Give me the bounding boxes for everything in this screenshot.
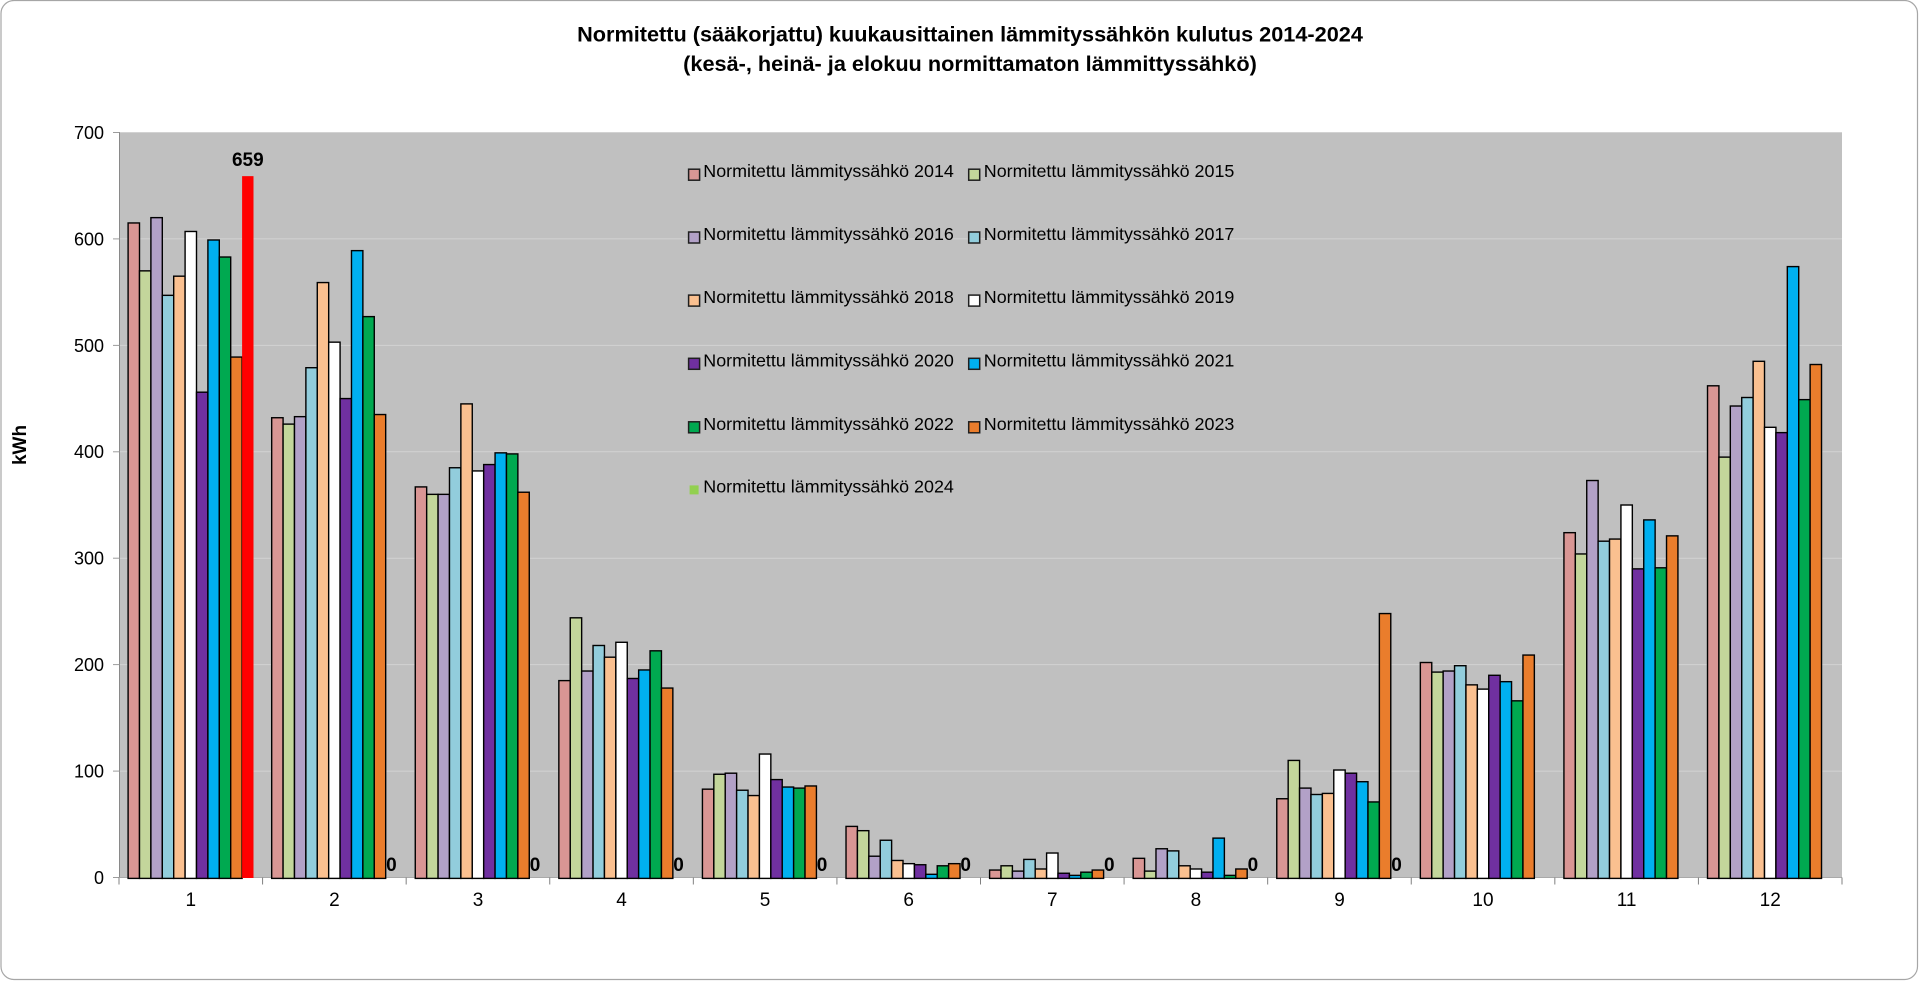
svg-text:12: 12	[1760, 890, 1781, 911]
svg-text:kWh: kWh	[10, 425, 31, 465]
svg-text:Normitettu lämmityssähkö 2020: Normitettu lämmityssähkö 2020	[703, 350, 954, 370]
svg-text:1: 1	[186, 890, 197, 911]
svg-text:Normitettu lämmityssähkö 2021: Normitettu lämmityssähkö 2021	[984, 350, 1235, 370]
svg-text:Normitettu lämmityssähkö 2016: Normitettu lämmityssähkö 2016	[703, 224, 954, 244]
svg-text:500: 500	[74, 336, 104, 356]
svg-text:6: 6	[903, 890, 914, 911]
svg-text:0: 0	[817, 855, 828, 876]
svg-text:4: 4	[616, 890, 627, 911]
svg-text:3: 3	[473, 890, 484, 911]
svg-text:Normitettu lämmityssähkö 2014: Normitettu lämmityssähkö 2014	[703, 161, 954, 181]
svg-text:Normitettu lämmityssähkö 2024: Normitettu lämmityssähkö 2024	[703, 476, 954, 496]
svg-text:5: 5	[760, 890, 771, 911]
svg-text:0: 0	[960, 855, 971, 876]
svg-text:0: 0	[1248, 855, 1259, 876]
svg-text:0: 0	[1391, 855, 1402, 876]
svg-text:Normitettu lämmityssähkö 2023: Normitettu lämmityssähkö 2023	[984, 414, 1235, 434]
svg-text:11: 11	[1617, 890, 1637, 911]
svg-text:9: 9	[1334, 890, 1345, 911]
svg-text:0: 0	[1104, 855, 1115, 876]
svg-text:2: 2	[329, 890, 340, 911]
svg-text:Normitettu lämmityssähkö 2017: Normitettu lämmityssähkö 2017	[984, 224, 1235, 244]
svg-text:100: 100	[74, 762, 104, 782]
svg-text:Normitettu lämmityssähkö 2019: Normitettu lämmityssähkö 2019	[984, 287, 1235, 307]
svg-text:Normitettu lämmityssähkö 2018: Normitettu lämmityssähkö 2018	[703, 287, 954, 307]
svg-text:7: 7	[1047, 890, 1058, 911]
svg-text:(kesä-, heinä- ja elokuu normi: (kesä-, heinä- ja elokuu normittamaton l…	[683, 51, 1257, 76]
svg-text:Normitettu (sääkorjattu) kuuka: Normitettu (sääkorjattu) kuukausittainen…	[577, 22, 1363, 47]
svg-text:700: 700	[74, 123, 104, 143]
svg-text:200: 200	[74, 655, 104, 675]
svg-text:Normitettu lämmityssähkö 2015: Normitettu lämmityssähkö 2015	[984, 161, 1235, 181]
svg-text:0: 0	[530, 855, 541, 876]
svg-text:8: 8	[1191, 890, 1202, 911]
svg-text:400: 400	[74, 442, 104, 462]
svg-text:0: 0	[386, 855, 397, 876]
svg-text:10: 10	[1472, 890, 1493, 911]
svg-text:0: 0	[94, 868, 104, 888]
svg-text:300: 300	[74, 549, 104, 569]
svg-text:659: 659	[232, 150, 264, 171]
svg-text:600: 600	[74, 229, 104, 249]
svg-text:Normitettu lämmityssähkö 2022: Normitettu lämmityssähkö 2022	[703, 414, 954, 434]
svg-text:0: 0	[673, 855, 684, 876]
